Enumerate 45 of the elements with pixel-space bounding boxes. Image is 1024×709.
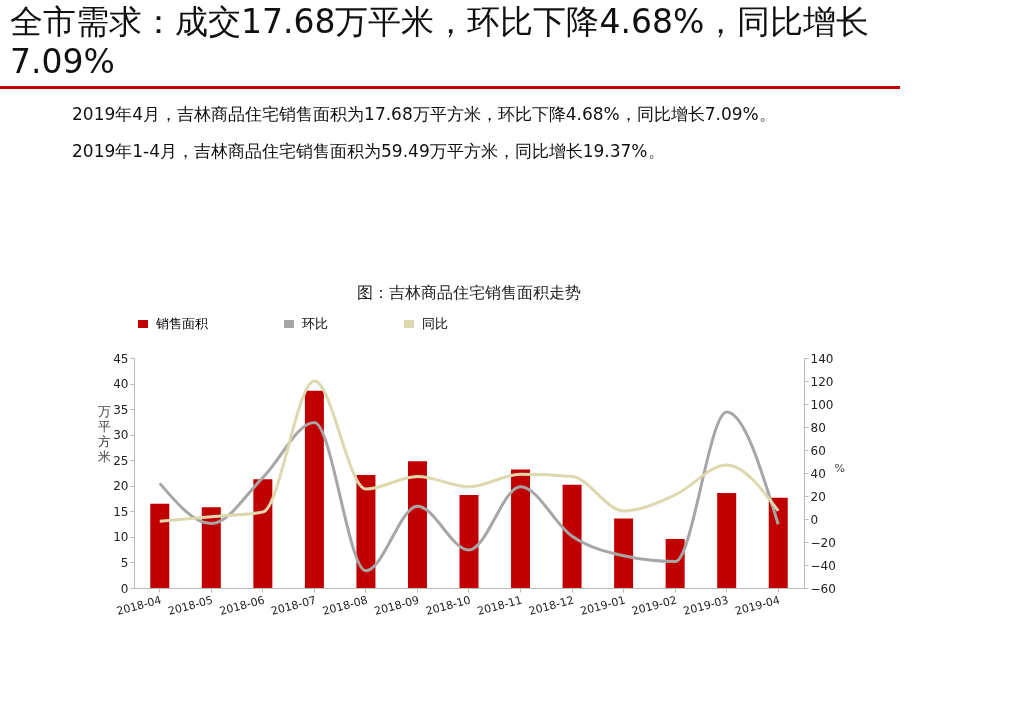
y2-tick-label: 0 xyxy=(810,512,819,527)
y-tick-label: 35 xyxy=(113,402,129,417)
bar xyxy=(201,507,221,588)
y-tick-label: 0 xyxy=(120,581,129,596)
y2-tick-label: 100 xyxy=(810,397,834,412)
y2-tick-label: −40 xyxy=(810,558,836,573)
y2-tick-label: 140 xyxy=(810,351,834,366)
text: 2019年1-4月，吉林商品住宅销售面积为59.49万平方米，同比增长19.37%。 xyxy=(72,140,666,163)
bar xyxy=(614,518,634,588)
bar xyxy=(304,390,324,588)
legend-label: 环比 xyxy=(302,316,328,331)
bar xyxy=(511,469,531,588)
bar xyxy=(407,461,427,588)
bar xyxy=(356,475,376,588)
y-tick-label: 40 xyxy=(113,377,129,392)
y2-tick-label: −20 xyxy=(810,535,836,550)
bar xyxy=(253,479,273,588)
y2-tick-label: 40 xyxy=(810,466,826,481)
chart-title: 全市需求：成交17.68万平米，环比下降4.68%，同比增长7.09% xyxy=(0,0,900,89)
line-series xyxy=(158,379,780,523)
bar xyxy=(150,503,170,588)
y-tick-label: 20 xyxy=(113,479,129,494)
y2-tick-label: −60 xyxy=(810,581,836,596)
y-axis-title: 万平方米 xyxy=(98,403,111,464)
y2-tick-label: 20 xyxy=(810,489,826,504)
bar xyxy=(665,538,685,588)
y2-tick-label: 80 xyxy=(810,420,826,435)
bar xyxy=(459,494,479,588)
bar xyxy=(768,497,788,588)
y-tick-label: 25 xyxy=(113,453,129,468)
y-tick-label: 5 xyxy=(120,555,129,570)
y-tick-label: 45 xyxy=(113,351,129,366)
chart-subtitle: 图：吉林商品住宅销售面积走势 xyxy=(357,283,581,302)
text: 2019年4月，吉林商品住宅销售面积为17.68万平方米，环比下降4.68%，同比增长7.09%。 xyxy=(72,103,777,126)
bar xyxy=(717,492,737,588)
legend-label: 销售面积 xyxy=(155,316,208,331)
y-tick-label: 15 xyxy=(113,504,129,519)
bar xyxy=(562,484,582,588)
y-tick-label: 30 xyxy=(113,428,129,443)
y-tick-label: 10 xyxy=(113,530,129,545)
line-series xyxy=(158,410,780,573)
y2-axis-title: % xyxy=(834,461,846,475)
y2-tick-label: 60 xyxy=(810,443,826,458)
legend-label: 同比 xyxy=(422,316,448,331)
y2-tick-label: 120 xyxy=(810,374,834,389)
